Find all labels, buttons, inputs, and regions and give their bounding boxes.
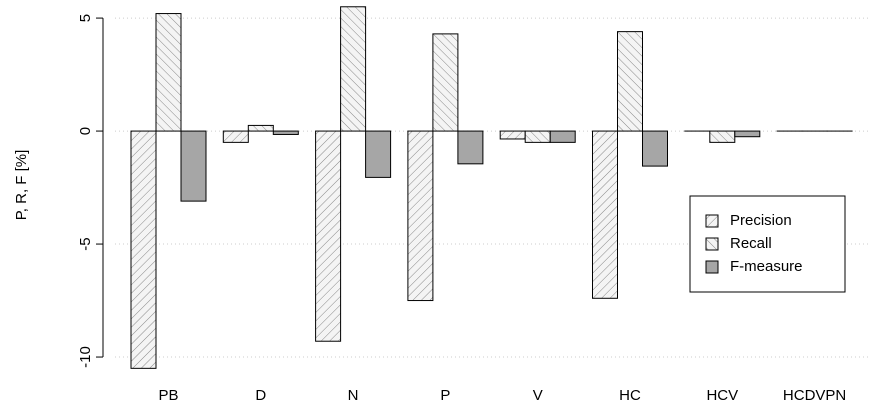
legend-swatch <box>705 214 719 228</box>
legend-label: Recall <box>730 235 772 252</box>
bar <box>130 130 157 369</box>
bar <box>155 13 182 132</box>
bar <box>617 31 643 132</box>
bar <box>315 130 342 342</box>
x-tick-label: PB <box>158 387 178 404</box>
y-axis-label: P, R, F [%] <box>13 150 30 221</box>
bar <box>222 130 249 143</box>
x-tick-label: D <box>255 387 266 404</box>
x-tick-label: HCV <box>706 387 738 404</box>
bar <box>499 130 526 140</box>
bar <box>592 130 618 299</box>
x-tick-label: HCDVPN <box>783 387 846 404</box>
bar <box>734 130 761 138</box>
legend-label: Precision <box>730 212 792 229</box>
x-tick-label: N <box>348 387 359 404</box>
bar <box>365 130 392 178</box>
x-tick-label: V <box>533 387 543 404</box>
bar <box>340 6 367 132</box>
bar <box>457 130 484 165</box>
legend-swatch <box>705 260 719 274</box>
x-tick-label: HC <box>619 387 641 404</box>
y-tick-label: -5 <box>77 237 94 250</box>
bar <box>524 130 551 143</box>
bar <box>432 33 459 132</box>
y-tick-label: 5 <box>77 14 94 22</box>
bar <box>180 130 207 202</box>
bar <box>407 130 434 302</box>
y-tick-label: -10 <box>77 346 94 368</box>
legend-swatch <box>705 237 719 251</box>
bar <box>549 130 576 143</box>
x-tick-label: P <box>440 387 450 404</box>
bar <box>709 130 736 143</box>
bar <box>272 130 299 135</box>
legend-label: F-measure <box>730 258 803 275</box>
bar <box>247 124 274 132</box>
bar <box>642 130 668 167</box>
y-tick-label: 0 <box>77 127 94 135</box>
